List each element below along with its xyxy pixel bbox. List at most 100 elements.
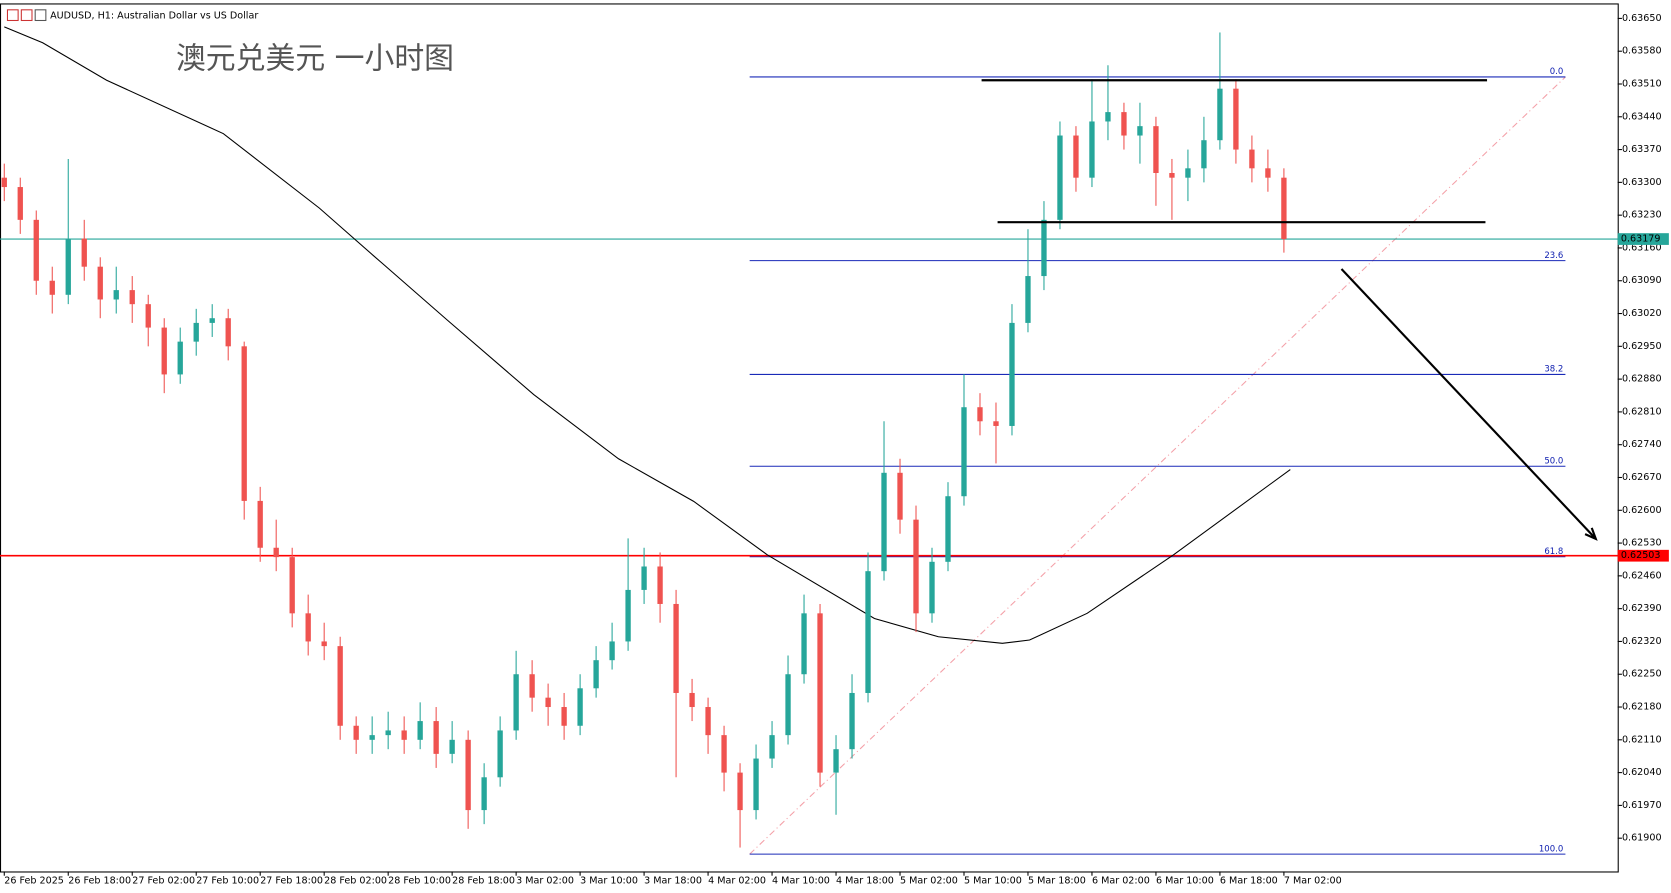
candle-body <box>801 613 807 675</box>
candle-body <box>273 547 279 558</box>
candle-body <box>657 566 663 604</box>
candle-body <box>689 692 695 708</box>
candle-body <box>1233 88 1239 150</box>
candle-body <box>177 341 183 375</box>
icon <box>6 9 19 22</box>
price-label: 0.63179 <box>1621 234 1661 245</box>
candle-body <box>241 346 247 501</box>
fib-label: 61.8 <box>1544 547 1563 557</box>
candle-body <box>673 603 679 693</box>
candle-body <box>849 692 855 750</box>
x-tick-label: 26 Feb 18:00 <box>68 876 131 887</box>
candle-body <box>737 772 743 811</box>
candle-body <box>785 674 791 736</box>
candle-body <box>33 219 39 281</box>
candle-body <box>897 472 903 520</box>
price-label-box <box>1617 233 1669 245</box>
candle-body <box>625 589 631 642</box>
y-tick-label: 0.63650 <box>1622 13 1662 24</box>
candle-body <box>1201 140 1207 169</box>
candle-body <box>1249 149 1255 169</box>
candle-body <box>113 290 119 300</box>
candle-body <box>449 739 455 754</box>
candle-body <box>769 735 775 759</box>
candle-body <box>481 777 487 811</box>
moving-average <box>4 26 1291 644</box>
fib-label: 38.2 <box>1544 365 1563 375</box>
y-tick-label: 0.63370 <box>1622 144 1662 155</box>
candle-body <box>1169 172 1175 178</box>
x-tick-label: 28 Feb 10:00 <box>388 876 451 887</box>
y-tick-label: 0.61970 <box>1622 800 1662 811</box>
x-tick-label: 26 Feb 2025 <box>4 876 64 887</box>
candle-body <box>225 318 231 347</box>
candle-body <box>609 641 615 661</box>
x-tick-label: 5 Mar 18:00 <box>1028 876 1086 887</box>
y-tick-label: 0.63440 <box>1622 111 1662 122</box>
candle-body <box>1153 126 1159 173</box>
candle-body <box>257 500 263 548</box>
y-tick-label: 0.62320 <box>1622 636 1662 647</box>
y-tick-label: 0.62460 <box>1622 570 1662 581</box>
candle-body <box>993 421 999 426</box>
y-tick-label: 0.63580 <box>1622 46 1662 57</box>
y-tick-label: 0.63020 <box>1622 308 1662 319</box>
y-tick-label: 0.62950 <box>1622 341 1662 352</box>
y-tick-label: 0.62670 <box>1622 472 1662 483</box>
fib-label: 100.0 <box>1539 844 1563 854</box>
x-tick-label: 27 Feb 18:00 <box>260 876 323 887</box>
candle-body <box>337 646 343 726</box>
candle-body <box>193 322 199 342</box>
candle-body <box>1009 322 1015 426</box>
x-tick-label: 5 Mar 02:00 <box>900 876 958 887</box>
candle-body <box>593 660 599 689</box>
candle-body <box>305 613 311 642</box>
candle-body <box>545 697 551 708</box>
candle-body <box>65 238 71 295</box>
fib-label: 50.0 <box>1544 456 1563 466</box>
arrow-head <box>1584 527 1598 541</box>
candle-body <box>881 472 887 572</box>
fib-label: 23.6 <box>1544 251 1563 261</box>
candle-body <box>1041 219 1047 277</box>
fib-label: 0.0 <box>1550 67 1564 77</box>
candle-body <box>209 318 215 323</box>
candle-body <box>161 327 167 375</box>
x-tick-label: 3 Mar 10:00 <box>580 876 638 887</box>
x-tick-label: 4 Mar 10:00 <box>772 876 830 887</box>
price-label: 0.62503 <box>1621 550 1661 561</box>
candle-body <box>1217 88 1223 141</box>
candle-body <box>1073 135 1079 178</box>
candle-body <box>465 739 471 811</box>
y-tick-label: 0.63160 <box>1622 242 1662 253</box>
candle-body <box>1025 276 1031 323</box>
candle-body <box>385 730 391 736</box>
chart-header: AUDUSD, H1: Australian Dollar vs US Doll… <box>50 11 258 22</box>
candle-body <box>561 707 567 726</box>
candle-body <box>721 735 727 773</box>
y-tick-label: 0.63510 <box>1622 78 1662 89</box>
header-icons <box>6 9 47 22</box>
y-tick-label: 0.63300 <box>1622 177 1662 188</box>
x-tick-label: 6 Mar 18:00 <box>1220 876 1278 887</box>
candle-body <box>1121 112 1127 136</box>
candle-body <box>17 187 23 220</box>
candle-body <box>913 519 919 614</box>
x-tick-label: 6 Mar 02:00 <box>1092 876 1150 887</box>
x-tick-label: 5 Mar 10:00 <box>964 876 1022 887</box>
candle-body <box>577 688 583 726</box>
icon <box>34 9 47 22</box>
y-tick-label: 0.62250 <box>1622 669 1662 680</box>
candle-body <box>753 758 759 811</box>
candle-body <box>433 721 439 754</box>
y-tick-label: 0.62740 <box>1622 439 1662 450</box>
candle-body <box>289 557 295 614</box>
plot-frame <box>0 3 1619 873</box>
candle-body <box>1057 135 1063 220</box>
candle-body <box>865 571 871 693</box>
candle-body <box>1 177 7 188</box>
y-tick-label: 0.62600 <box>1622 505 1662 516</box>
x-tick-label: 28 Feb 18:00 <box>452 876 515 887</box>
